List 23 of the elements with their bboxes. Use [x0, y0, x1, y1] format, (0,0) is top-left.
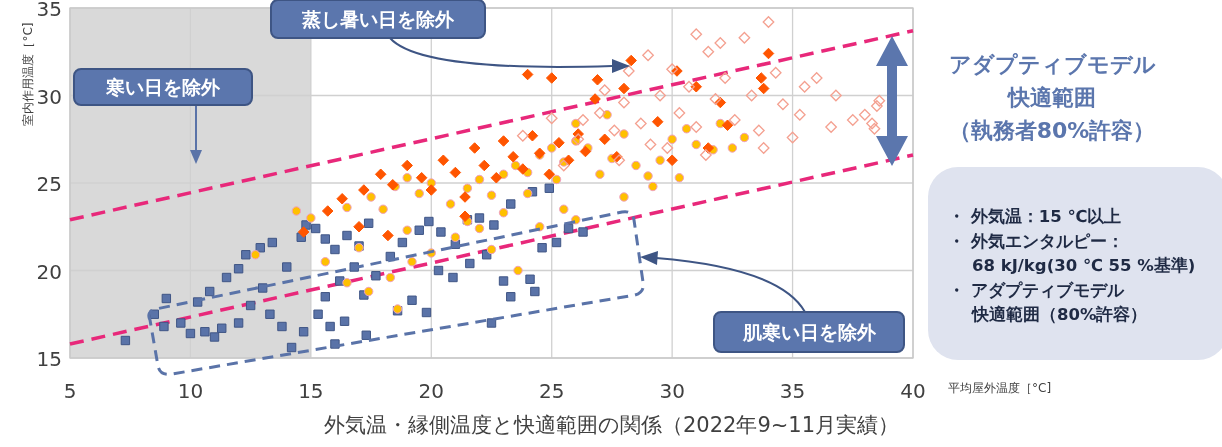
text: 外気温・縁側温度と快適範囲の関係（2022年9~11月実績）: [323, 413, 900, 437]
annotation: 蒸し暑い日を除外: [301, 8, 455, 30]
x-tick-label: 30: [659, 379, 685, 403]
x-tick-label: 15: [298, 379, 324, 403]
x-axis-title: 平均屋外温度［°C]: [948, 381, 1052, 395]
y-tick-label: 25: [36, 172, 62, 196]
y-tick-label: 35: [36, 0, 62, 21]
x-tick-label: 5: [63, 379, 77, 403]
text: ・ 外気温：15 ℃以上: [948, 207, 1122, 226]
x-tick-label: 10: [177, 379, 204, 403]
x-tick-label: 40: [900, 379, 926, 403]
annotation: 肌寒い日を除外: [741, 321, 877, 343]
y-tick-label: 15: [36, 347, 62, 371]
text: ・ 外気エンタルピー：68 kJ/kg(30 ℃ 55 %基準): [948, 231, 1196, 275]
y-tick-label: 30: [36, 84, 62, 109]
annotation: 寒い日を除外: [105, 76, 221, 98]
y-axis-title: 室内作用温度［°C]: [21, 22, 35, 126]
x-tick-label: 25: [538, 379, 565, 403]
y-tick-label: 20: [36, 259, 62, 284]
text: ・ アダプティブモデル快適範囲（80%許容）: [948, 280, 1148, 324]
x-tick-label: 20: [418, 379, 445, 403]
text: アダプティブモデル快適範囲（執務者80%許容）: [948, 52, 1156, 143]
x-tick-label: 35: [779, 379, 806, 403]
